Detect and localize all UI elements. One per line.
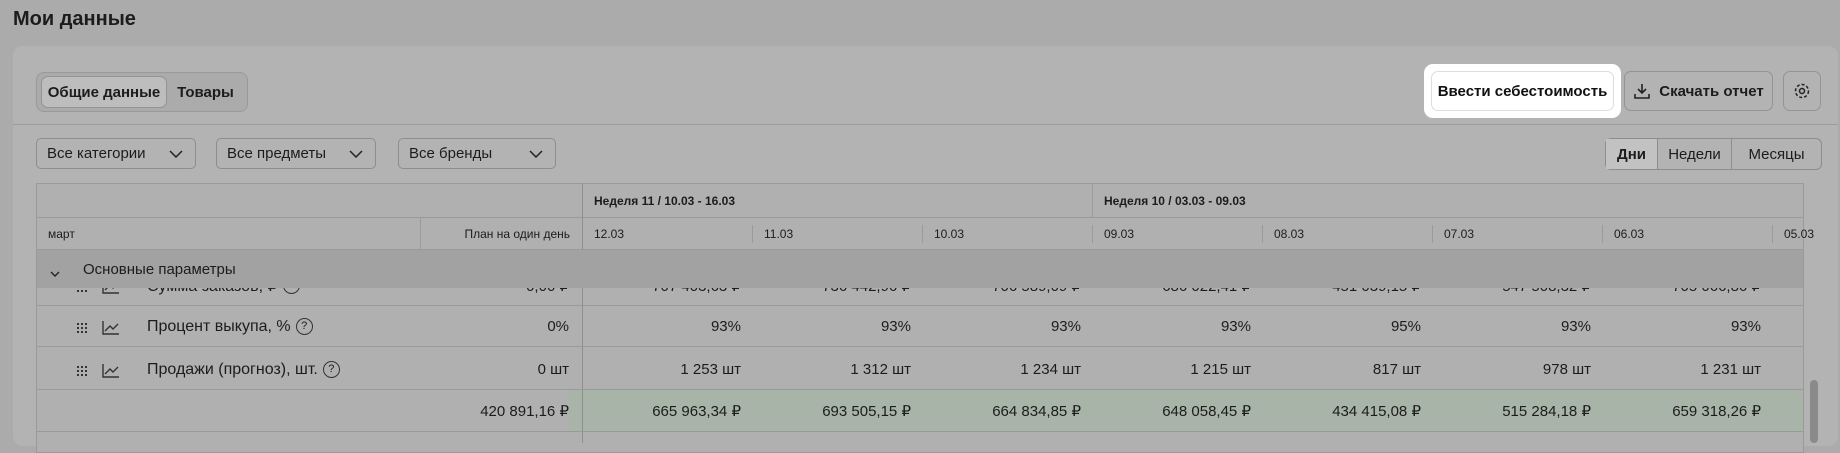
date-header: 08.03	[1274, 227, 1305, 241]
table-row: Продажи (прогноз), шт.? 0 шт 1 253 шт 1 312…	[37, 350, 1803, 390]
cell-value: 93%	[880, 318, 911, 335]
cell-value: 1 231 шт	[1700, 361, 1761, 378]
cell-value: 978 шт	[1542, 361, 1591, 378]
action-button[interactable]: Ввести себестоимость	[1431, 71, 1614, 111]
header-row	[36, 218, 1804, 250]
cell-value: 515 284,18 ₽	[1502, 402, 1591, 420]
chevron	[169, 150, 183, 158]
cell-value: 1 215 шт	[1190, 361, 1251, 378]
cell-value: 93%	[1050, 318, 1081, 335]
col-sep	[1262, 225, 1263, 243]
col-sep	[922, 225, 923, 243]
download-icon	[1634, 84, 1651, 99]
cell-value: 707 403,63 ₽	[583, 288, 741, 305]
tab[interactable]: Общие данные	[41, 76, 167, 108]
row-label: Продажи (прогноз), шт.?	[147, 350, 340, 389]
col-sep	[1602, 225, 1603, 243]
collapse-icon[interactable]	[50, 265, 60, 283]
cell-value: 93%	[1220, 318, 1251, 335]
section-row: Основные параметры	[37, 250, 1803, 288]
col-sep	[1092, 225, 1093, 243]
plan-value: 0 шт	[537, 361, 569, 378]
table-body: Сумма заказов, ₽?0,00 ₽ 707 403,63 ₽ 736 4…	[37, 288, 1803, 443]
date-header: 09.03	[1104, 227, 1135, 241]
period-tab[interactable]: Дни	[1606, 139, 1658, 169]
col-sep	[752, 225, 753, 243]
page: Мои данные (() => { const data = JSON.pa…	[13, 8, 1838, 453]
filter-label: Все категории	[47, 145, 146, 162]
cell-value: 706 589,09 ₽	[923, 288, 1081, 305]
cell-value: 705 066,86 ₽	[1603, 288, 1761, 305]
chevron	[529, 150, 543, 158]
cell-value: 93%	[710, 318, 741, 335]
cell-value: 547 508,32 ₽	[1433, 288, 1591, 305]
date-header: 07.03	[1444, 227, 1475, 241]
filter-dropdown[interactable]: Все категории	[36, 138, 196, 169]
help-icon[interactable]: ?	[295, 318, 313, 335]
cell-value: 817 шт	[1372, 361, 1421, 378]
col-sep	[1772, 225, 1773, 243]
period-tab[interactable]: Месяцы	[1748, 145, 1805, 163]
plan-value: 420 891,16 ₽	[37, 390, 569, 431]
chevron	[349, 150, 363, 158]
cell-value: 1 234 шт	[1020, 361, 1081, 378]
help-icon[interactable]: ?	[322, 361, 340, 378]
cell-value: 693 505,15 ₽	[822, 402, 911, 420]
col-sep	[582, 288, 583, 443]
table-row: Сумма заказов, ₽?0,00 ₽ 707 403,63 ₽ 736 4…	[37, 288, 1803, 306]
cell-value: 664 834,85 ₽	[992, 402, 1081, 420]
cell-value: 665 963,34 ₽	[652, 402, 741, 420]
week-label: Неделя 10 / 03.03 - 09.03	[1104, 193, 1246, 208]
cell-value: 451 039,15 ₽	[1263, 288, 1421, 305]
date-header: 12.03	[594, 227, 625, 241]
divider	[13, 124, 1838, 125]
filter-dropdown[interactable]: Все предметы	[216, 138, 376, 169]
month-label: март	[48, 227, 75, 241]
plan-value: 0,00 ₽	[37, 288, 569, 305]
filter-dropdown[interactable]: Все бренды	[398, 138, 556, 169]
settings-button[interactable]	[1783, 71, 1821, 111]
plan-header: План на один день	[420, 218, 570, 250]
plan-value: 0%	[547, 318, 569, 335]
cell-value: 1 253 шт	[680, 361, 741, 378]
header-row	[36, 183, 1804, 218]
col-sep	[1092, 183, 1093, 218]
cell-value: 659 318,26 ₽	[1672, 402, 1761, 420]
table-row: Процент выкупа, %? 0% 93% 93% 93% 93% 95% 93% 93…	[37, 307, 1803, 347]
page-title: Мои данные	[13, 8, 136, 30]
action-button[interactable]: Скачать отчет	[1624, 71, 1773, 111]
cell-value: 736 442,96 ₽	[753, 288, 911, 305]
button-label: Скачать отчет	[1659, 82, 1764, 100]
cell-value: 93%	[1730, 318, 1761, 335]
gear-icon	[1794, 83, 1810, 99]
period-group	[1605, 138, 1822, 170]
table-row: Сумма продаж (прогноз), ₽?420 891,16 ₽66…	[37, 390, 1803, 432]
filter-label: Все бренды	[409, 145, 493, 162]
date-header: 05.03	[1784, 227, 1815, 241]
cell-value: 686 022,41 ₽	[1093, 288, 1251, 305]
row-label: Сумма заказов, ₽?	[147, 288, 300, 305]
cell-value: 95%	[1390, 318, 1421, 335]
cell-value: 93%	[1560, 318, 1591, 335]
row-icons	[77, 363, 119, 378]
row-icons	[77, 288, 119, 294]
week-label: Неделя 11 / 10.03 - 16.03	[594, 193, 735, 208]
tab[interactable]: Товары	[177, 83, 234, 101]
date-header: 10.03	[934, 227, 965, 241]
period-tab[interactable]: Недели	[1658, 139, 1732, 169]
filter-label: Все предметы	[227, 145, 327, 162]
date-header: 06.03	[1614, 227, 1645, 241]
date-header: 11.03	[764, 227, 794, 241]
cell-value: 648 058,45 ₽	[1162, 402, 1251, 420]
row-label: Процент выкупа, %?	[147, 307, 313, 346]
cell-value: 434 415,08 ₽	[1332, 402, 1421, 420]
cell-value: 1 312 шт	[850, 361, 911, 378]
scrollbar	[1810, 380, 1818, 443]
row-icons	[77, 320, 119, 335]
col-sep	[1432, 225, 1433, 243]
